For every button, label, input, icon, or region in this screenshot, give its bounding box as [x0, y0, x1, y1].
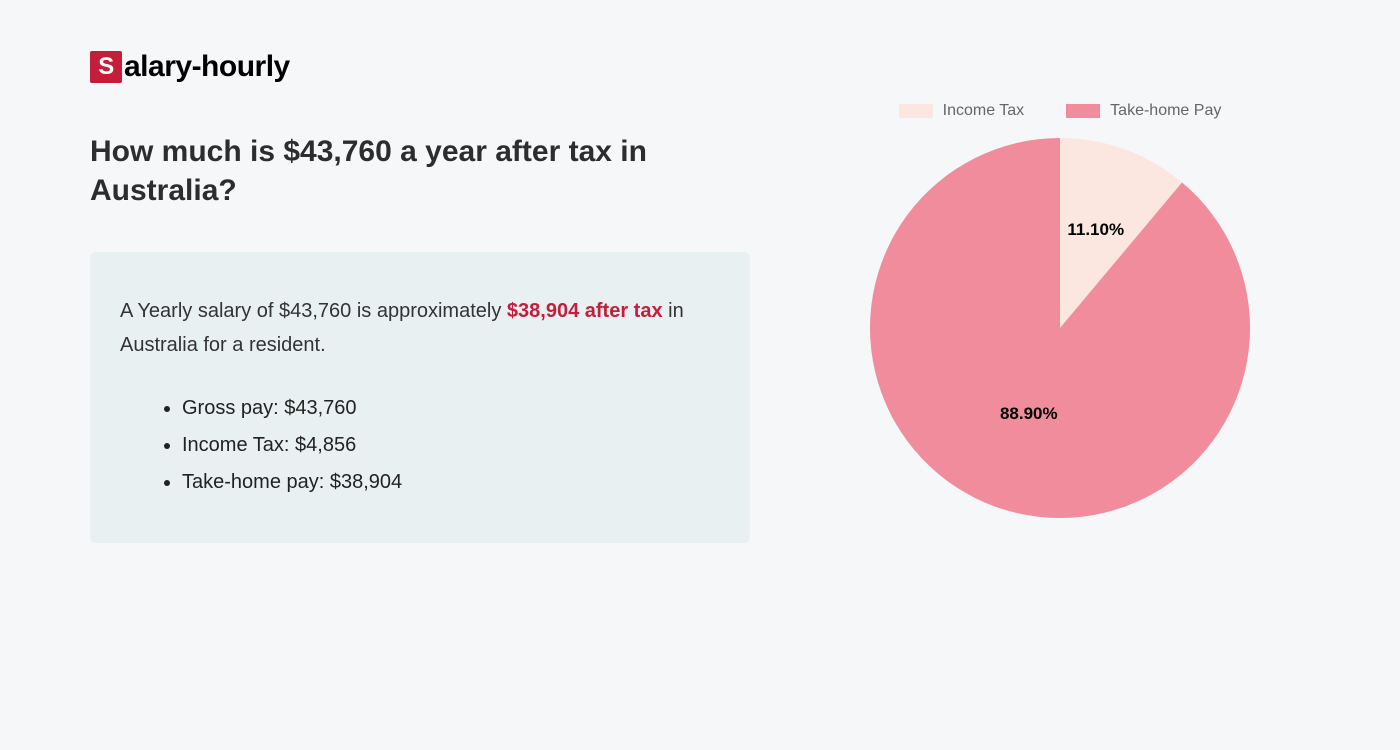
summary-text: A Yearly salary of $43,760 is approximat… [120, 294, 714, 362]
legend-swatch [899, 104, 933, 118]
breakdown-list: Gross pay: $43,760 Income Tax: $4,856 Ta… [120, 390, 714, 501]
summary-box: A Yearly salary of $43,760 is approximat… [90, 252, 750, 543]
pie-slice-label: 11.10% [1067, 220, 1124, 240]
site-logo: Salary-hourly [90, 50, 1310, 84]
list-item: Income Tax: $4,856 [182, 427, 714, 464]
pie-chart: 11.10% 88.90% [870, 138, 1250, 518]
summary-highlight: $38,904 after tax [507, 300, 663, 322]
summary-prefix: A Yearly salary of $43,760 is approximat… [120, 300, 507, 322]
page-title: How much is $43,760 a year after tax in … [90, 132, 750, 210]
legend-swatch [1066, 104, 1100, 118]
legend-label: Take-home Pay [1110, 102, 1221, 120]
list-item: Take-home pay: $38,904 [182, 464, 714, 501]
list-item: Gross pay: $43,760 [182, 390, 714, 427]
legend-item: Take-home Pay [1066, 102, 1221, 120]
legend-item: Income Tax [899, 102, 1025, 120]
legend-label: Income Tax [943, 102, 1025, 120]
chart-legend: Income Tax Take-home Pay [830, 102, 1290, 120]
logo-text: alary-hourly [124, 50, 290, 84]
pie-slice-label: 88.90% [1000, 404, 1058, 424]
logo-badge: S [90, 51, 122, 83]
chart-region: Income Tax Take-home Pay 11.10% 88.90% [830, 102, 1290, 518]
